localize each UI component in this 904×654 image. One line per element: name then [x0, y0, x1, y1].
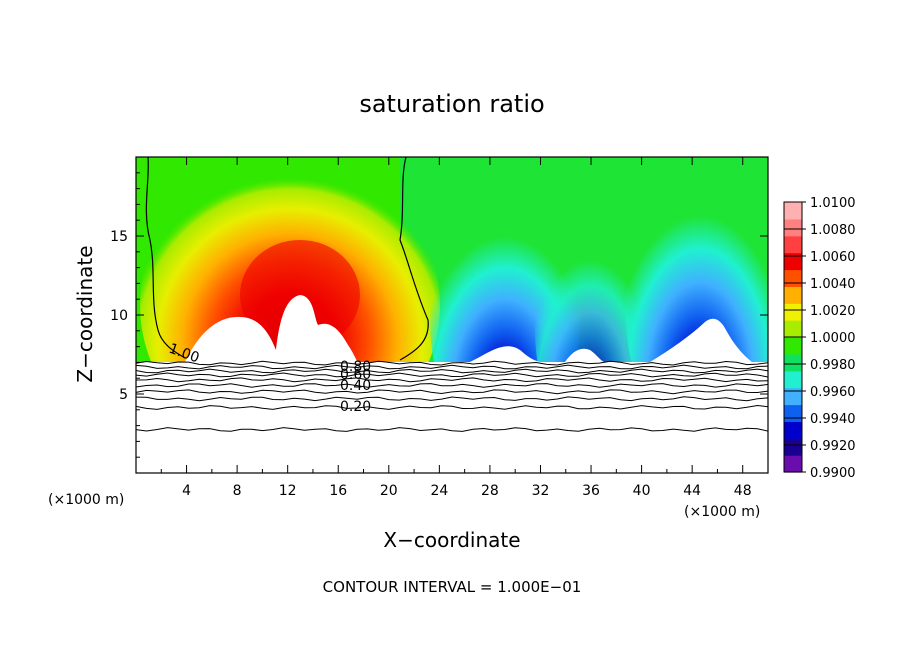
x-tick-label: 4: [182, 483, 191, 499]
x-tick-label: 44: [683, 483, 701, 499]
x-tick-label: 24: [430, 483, 448, 499]
colorbar-tick-label: 0.9980: [810, 358, 856, 373]
colorbar-tick-label: 0.9920: [810, 439, 856, 454]
colorbar-swatch: [784, 320, 802, 338]
contour-line-1.00-right: [399, 156, 429, 361]
x-tick-label: 48: [734, 483, 752, 499]
colorbar-swatch: [784, 218, 802, 237]
x-unit-left: (×1000 m): [48, 492, 124, 508]
x-tick-label: 32: [532, 483, 550, 499]
colorbar-tick-label: 1.0060: [810, 250, 856, 265]
contour-line: [135, 368, 769, 374]
x-axis-ticks: 4 8 12 16 20 24 28 32 36 40 44 48: [160, 157, 752, 499]
y-axis-label: Z−coordinate: [73, 245, 97, 382]
contour-label-0.20: 0.20: [340, 399, 371, 415]
colorbar-swatch: [784, 235, 802, 254]
contour-line: [135, 396, 769, 402]
colorbar-swatch: [784, 337, 802, 355]
contour-line: [135, 364, 769, 370]
x-tick-label: 36: [582, 483, 600, 499]
y-tick-label: 15: [110, 229, 128, 245]
colorbar-swatch: [784, 202, 802, 220]
colorbar-tick-label: 1.0000: [810, 331, 856, 346]
heatmap-field: [136, 157, 768, 473]
colorbar-swatch: [784, 286, 802, 304]
y-tick-label: 10: [110, 308, 128, 324]
colorbar-swatch: [784, 455, 802, 473]
colorbar-swatch: [784, 438, 802, 456]
colorbar-tick-label: 1.0040: [810, 277, 856, 292]
x-tick-label: 8: [233, 483, 242, 499]
x-tick-label: 16: [329, 483, 347, 499]
colorbar-tick-label: 0.9960: [810, 385, 856, 400]
y-axis-ticks: 5 10 15: [110, 172, 768, 458]
y-tick-label: 5: [119, 387, 128, 403]
contour-line: [135, 372, 769, 378]
colorbar-swatch: [784, 303, 802, 321]
colorbar-tick-label: 1.0080: [810, 223, 856, 238]
x-tick-label: 12: [279, 483, 297, 499]
contour-label-0.60: 0.60: [340, 367, 371, 383]
contour-line: [135, 383, 769, 388]
contour-line: [135, 404, 769, 410]
x-tick-label: 20: [380, 483, 398, 499]
colorbar-swatch: [784, 421, 802, 439]
x-tick-label: 40: [633, 483, 651, 499]
colorbar-swatch: [784, 252, 802, 271]
colorbar-swatch: [784, 370, 802, 389]
colorbar-tick-label: 0.9940: [810, 412, 856, 427]
colorbar: 1.0100 1.0080 1.0060 1.0040 1.0020 1.0000 0.99…: [783, 196, 856, 481]
x-tick-label: 28: [481, 483, 499, 499]
x-unit-right: (×1000 m): [684, 504, 760, 520]
contour-line-1.00-left: [145, 156, 186, 359]
contour-label-0.40: 0.40: [340, 378, 371, 394]
contour-line: [135, 360, 769, 366]
colorbar-swatch: [784, 269, 802, 287]
colorbar-tick-label: 1.0020: [810, 304, 856, 319]
colorbar-tick-label: 1.0100: [810, 196, 856, 211]
colorbar-swatch: [784, 353, 802, 372]
contour-interval-footer: CONTOUR INTERVAL = 1.000E−01: [323, 578, 582, 596]
contour-label-0.80: 0.80: [340, 359, 371, 375]
contour-line: [135, 427, 769, 432]
colorbar-tick-label: 0.9900: [810, 466, 856, 481]
contour-line: [135, 389, 769, 395]
contour-lines: [135, 360, 769, 432]
x-axis-label: X−coordinate: [383, 528, 520, 552]
colorbar-swatch: [784, 387, 802, 406]
contour-line: [135, 377, 769, 383]
chart-title: saturation ratio: [359, 90, 544, 118]
colorbar-swatch: [784, 404, 802, 422]
